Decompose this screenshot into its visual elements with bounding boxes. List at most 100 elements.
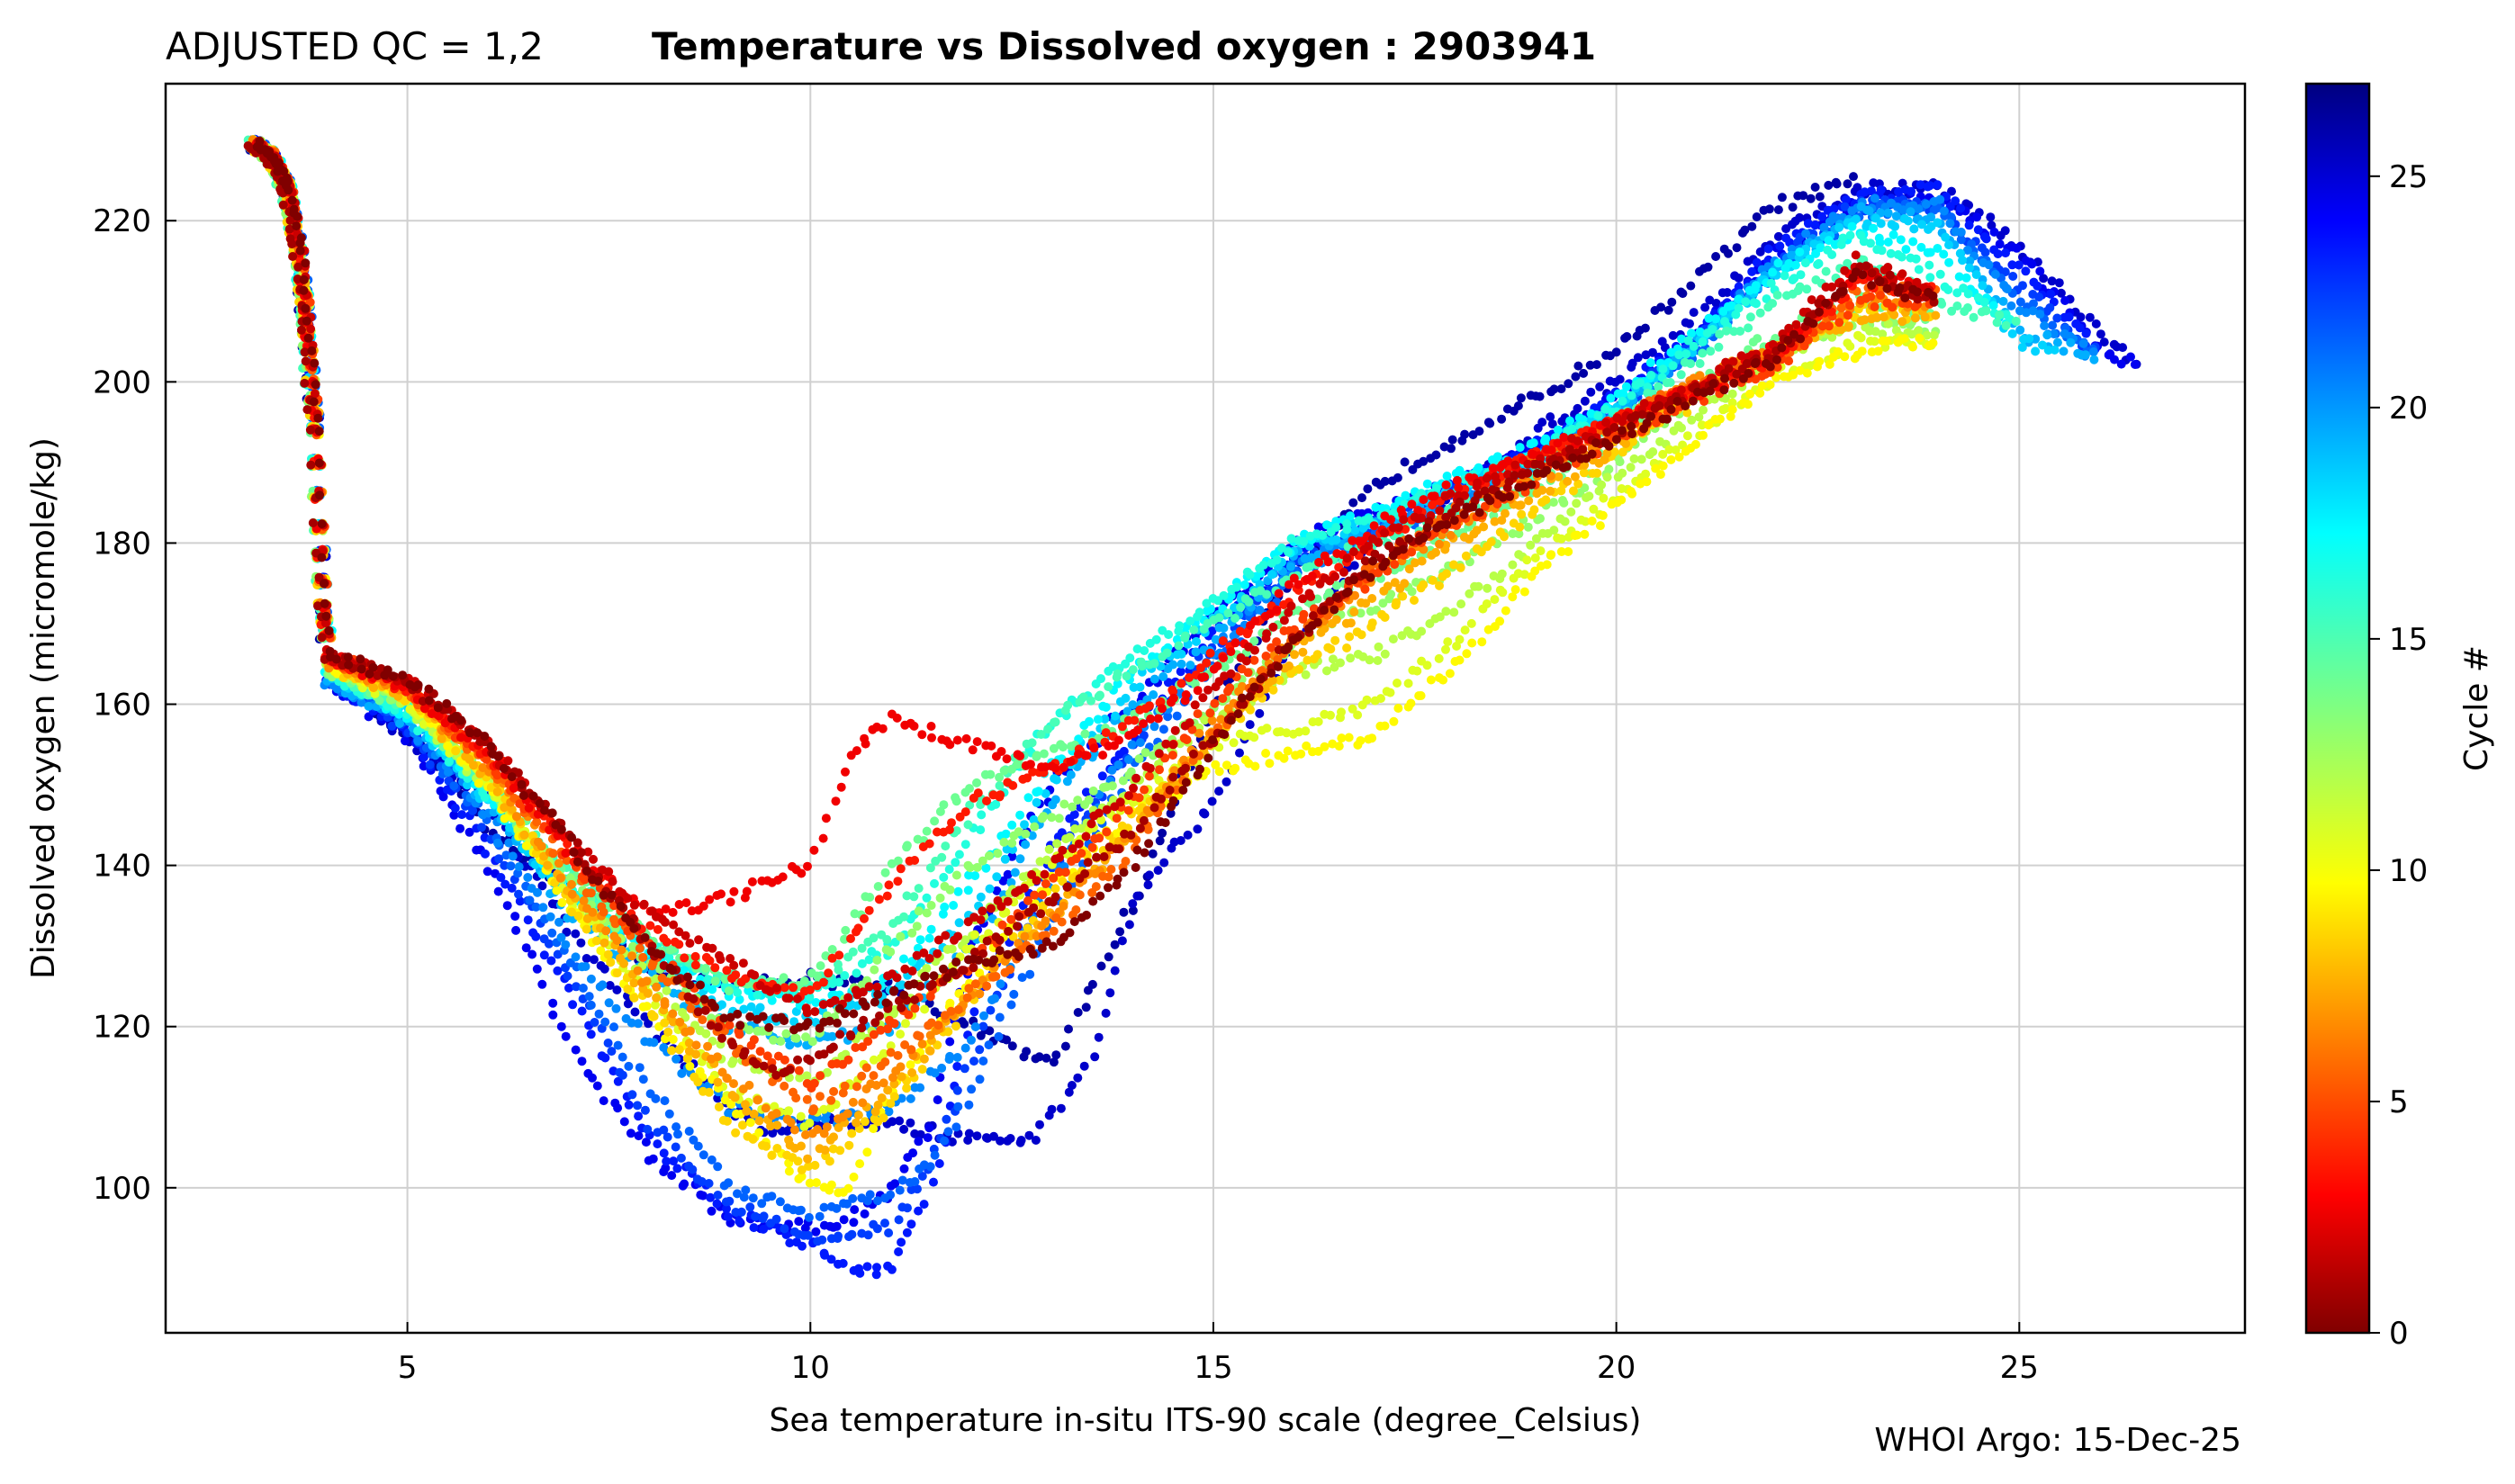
data-point bbox=[514, 862, 524, 872]
data-point bbox=[1087, 979, 1097, 989]
data-point bbox=[1824, 236, 1834, 246]
data-point bbox=[852, 968, 861, 978]
data-point bbox=[2056, 288, 2066, 298]
data-point bbox=[480, 792, 490, 802]
data-point bbox=[733, 987, 743, 997]
data-point bbox=[1407, 587, 1417, 597]
data-point bbox=[1646, 371, 1656, 380]
data-point bbox=[857, 958, 867, 968]
data-point bbox=[990, 994, 1000, 1003]
data-point bbox=[1745, 312, 1755, 322]
data-point bbox=[834, 965, 843, 975]
data-point bbox=[1159, 858, 1169, 868]
data-point bbox=[1963, 289, 1973, 299]
data-point bbox=[2000, 226, 2010, 236]
data-point bbox=[1602, 472, 1612, 482]
data-point bbox=[1126, 767, 1136, 777]
data-point bbox=[2011, 316, 2021, 326]
data-point bbox=[1698, 337, 1708, 346]
data-point bbox=[785, 1238, 795, 1248]
data-point bbox=[1573, 361, 1583, 371]
data-point bbox=[984, 1040, 994, 1050]
data-point bbox=[1627, 391, 1636, 400]
data-point bbox=[748, 1193, 758, 1203]
data-point bbox=[641, 1138, 651, 1147]
data-point bbox=[893, 856, 903, 866]
data-point bbox=[533, 887, 542, 897]
data-point bbox=[1094, 1032, 1104, 1042]
data-point bbox=[1772, 290, 1782, 300]
data-point bbox=[967, 1035, 976, 1045]
data-point bbox=[1591, 360, 1601, 370]
data-point bbox=[1214, 787, 1224, 796]
data-point bbox=[947, 944, 957, 954]
data-point bbox=[2099, 337, 2109, 347]
data-point bbox=[1105, 988, 1115, 998]
data-point bbox=[1611, 347, 1621, 357]
data-point bbox=[947, 1137, 957, 1147]
data-point bbox=[1422, 479, 1432, 489]
data-point bbox=[894, 1215, 904, 1225]
data-point bbox=[1821, 266, 1831, 276]
data-point bbox=[917, 1172, 927, 1181]
data-point bbox=[2052, 313, 2062, 323]
data-point bbox=[1553, 425, 1563, 435]
data-point bbox=[1945, 219, 1955, 229]
data-point bbox=[807, 1037, 817, 1047]
data-point bbox=[1734, 303, 1744, 313]
data-point bbox=[2018, 281, 2027, 291]
data-point bbox=[1214, 613, 1224, 623]
data-point bbox=[1832, 179, 1842, 189]
data-point bbox=[1933, 218, 1943, 228]
data-point bbox=[954, 918, 964, 928]
data-point bbox=[913, 1184, 922, 1194]
data-point bbox=[976, 892, 986, 902]
data-point bbox=[643, 1124, 653, 1134]
data-point bbox=[1752, 299, 1761, 309]
data-point bbox=[1151, 634, 1161, 644]
data-point bbox=[537, 881, 547, 891]
data-point bbox=[2007, 260, 2017, 270]
data-point bbox=[1549, 384, 1559, 394]
data-point bbox=[1777, 193, 1787, 202]
data-point bbox=[903, 1203, 912, 1213]
data-point bbox=[500, 879, 510, 889]
data-point bbox=[1123, 755, 1133, 764]
data-point bbox=[811, 1227, 821, 1237]
data-point bbox=[1191, 647, 1201, 657]
data-point bbox=[1536, 514, 1545, 524]
data-point bbox=[992, 872, 1002, 882]
data-point bbox=[1685, 319, 1694, 328]
data-point bbox=[707, 1206, 717, 1216]
data-point bbox=[1636, 378, 1645, 388]
data-point bbox=[1645, 358, 1655, 367]
data-point bbox=[1775, 241, 1785, 251]
data-point bbox=[1202, 598, 1212, 608]
data-point bbox=[1107, 765, 1117, 775]
data-point bbox=[1768, 267, 1778, 277]
data-point bbox=[1153, 866, 1163, 876]
data-point bbox=[733, 1189, 742, 1199]
data-point bbox=[1992, 318, 2002, 328]
data-point bbox=[1135, 738, 1145, 748]
data-point bbox=[895, 1116, 905, 1126]
data-point bbox=[444, 768, 453, 778]
data-point bbox=[909, 892, 919, 902]
data-point bbox=[1958, 256, 1967, 265]
data-point bbox=[1676, 370, 1686, 380]
data-point bbox=[672, 1164, 682, 1174]
data-point bbox=[527, 949, 537, 959]
data-point bbox=[2088, 347, 2098, 356]
data-point bbox=[1318, 530, 1328, 540]
data-point bbox=[841, 925, 851, 935]
data-point bbox=[1995, 310, 2005, 319]
data-point bbox=[741, 1185, 751, 1195]
scatter-points bbox=[243, 134, 2141, 1280]
data-point bbox=[1964, 220, 1974, 230]
data-point bbox=[1073, 1008, 1083, 1017]
data-point bbox=[2038, 340, 2047, 350]
data-point bbox=[925, 1162, 935, 1172]
data-point bbox=[493, 886, 503, 896]
data-point bbox=[584, 992, 594, 1002]
